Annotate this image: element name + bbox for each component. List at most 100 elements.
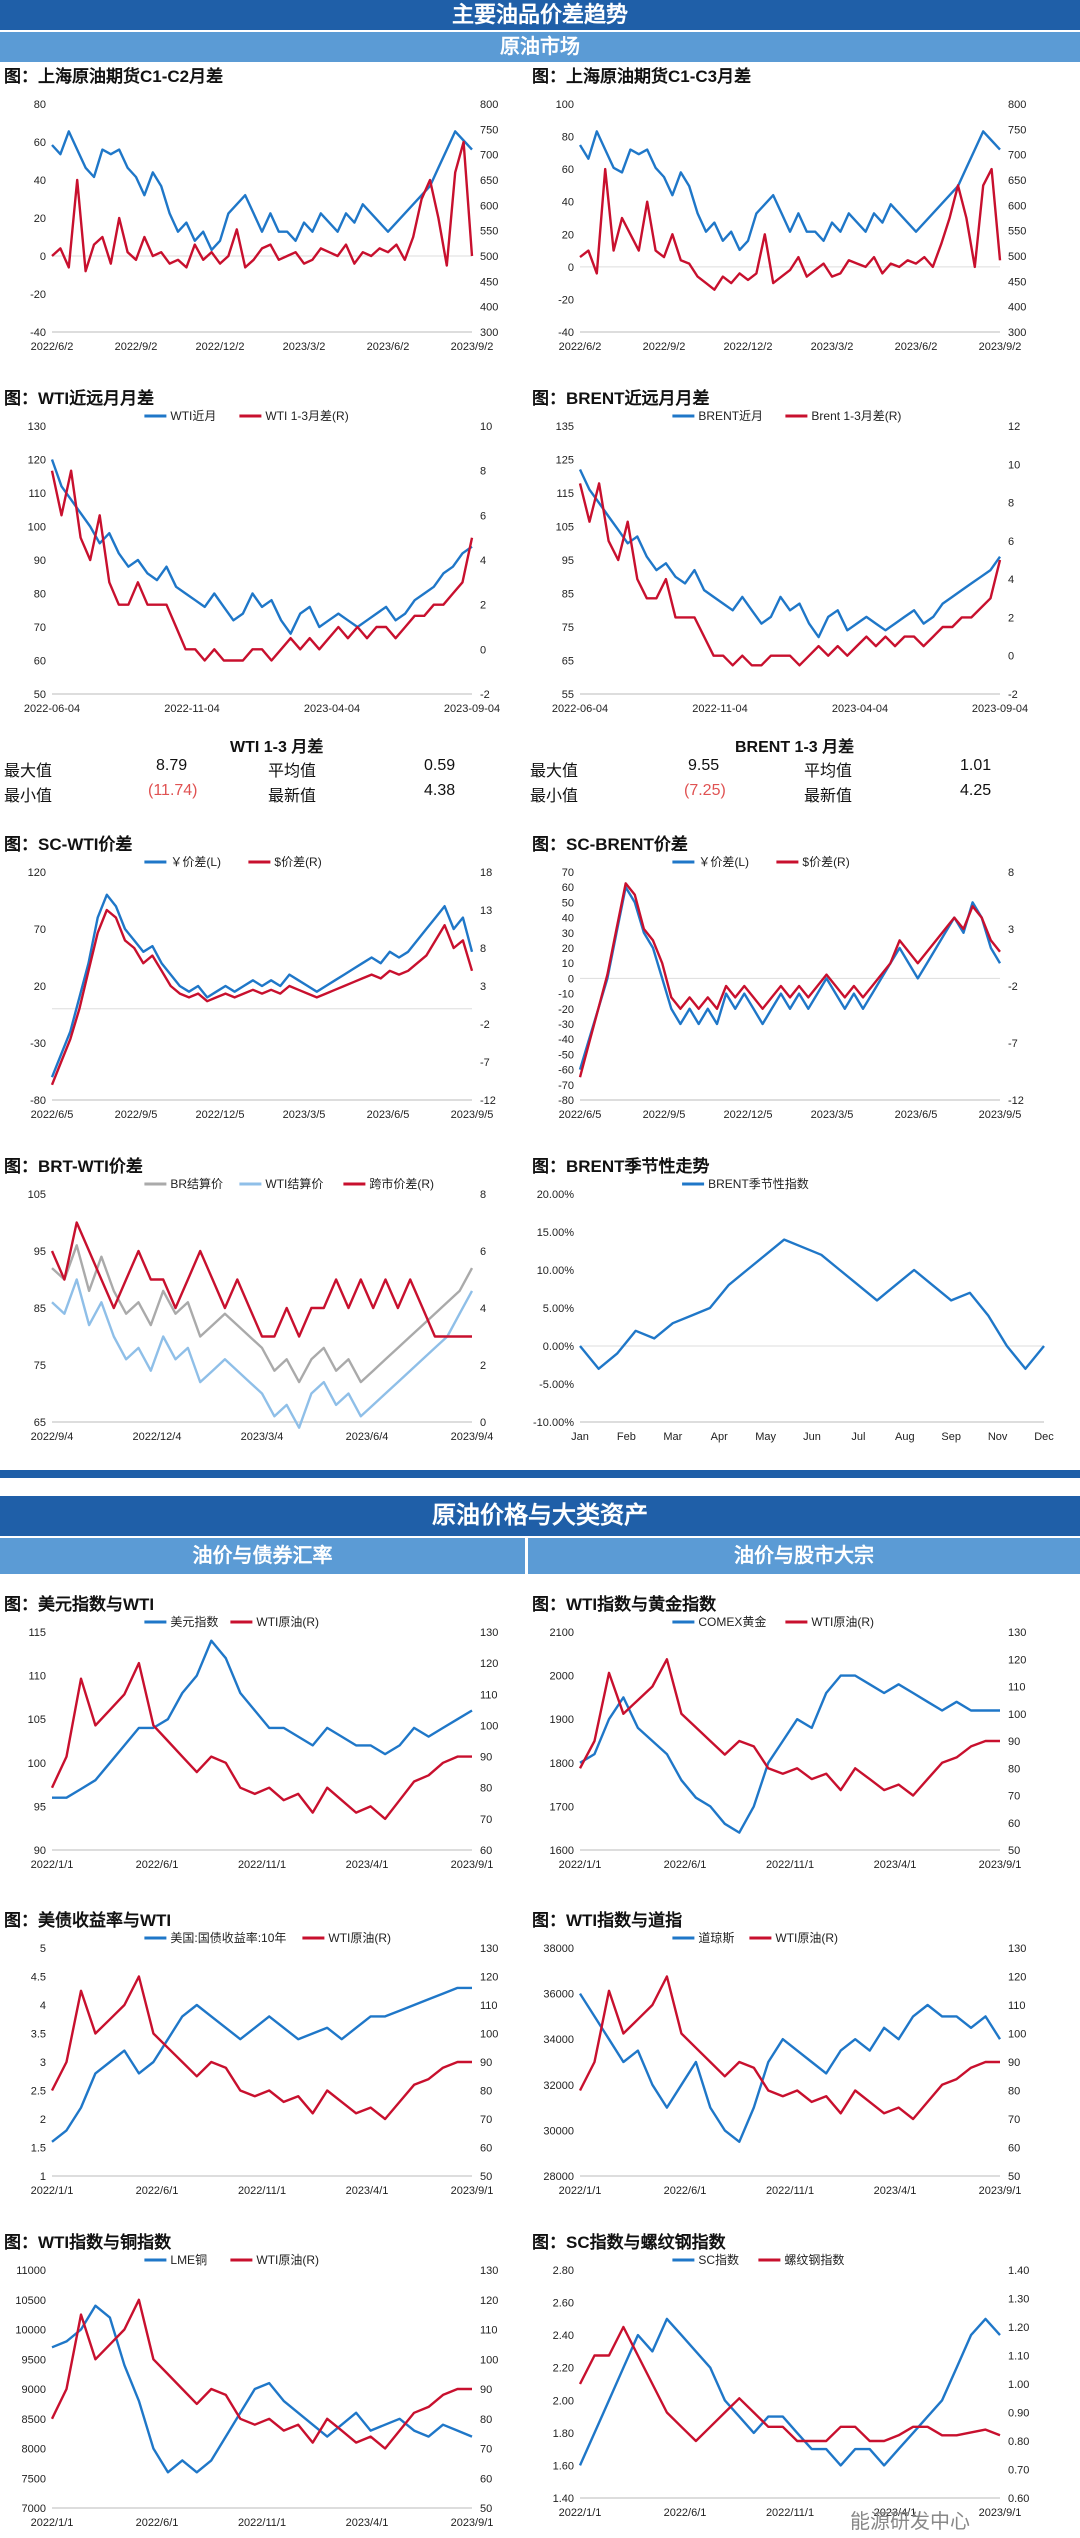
x-tick-label: 2022/11/1 [766, 2507, 814, 2519]
series-line-1 [51, 140, 474, 273]
y-right-tick-label: 2 [480, 600, 486, 612]
y-right-tick-label: 18 [480, 867, 492, 879]
wti-stats-title: WTI 1-3 月差 [230, 739, 324, 756]
y-right-tick-label: 6 [480, 1246, 486, 1258]
legend-label: LME铜 [170, 2252, 207, 2267]
y-right-tick-label: 10 [1008, 459, 1020, 471]
x-tick-label: 2022/11/1 [238, 1859, 286, 1871]
y-tick-label: 4.5 [31, 1972, 46, 1984]
y-right-tick-label: 0.90 [1008, 2408, 1029, 2420]
y-right-tick-label: 400 [1008, 302, 1026, 314]
y-tick-label: 75 [34, 1360, 46, 1372]
y-tick-label: -80 [30, 1095, 46, 1107]
y-tick-label: 50 [34, 689, 46, 701]
chart-svg: 50 60 70 80 90 100 110 120 130 -2 0 2 4 6 8 10 2022-06-0… [24, 409, 500, 715]
x-tick-label: 2023/9/1 [451, 2185, 494, 2197]
y-right-tick-label: 70 [1008, 2114, 1020, 2126]
brent-latest-label: 最新值 [804, 788, 853, 805]
y-right-tick-label: 650 [1008, 175, 1026, 187]
chart-c8: -10.00% -5.00% 0.00% 5.00% 10.00% 15.00% 20.00… [528, 1174, 1058, 1452]
y-tick-label: 80 [562, 132, 574, 144]
y-tick-label: 70 [34, 924, 46, 936]
y-tick-label: 50 [562, 897, 574, 909]
x-tick-label: 2022/1/1 [559, 2185, 602, 2197]
legend-label: 道琼斯 [698, 1930, 734, 1945]
y-tick-label: 120 [28, 867, 46, 879]
y-tick-label: -5.00% [539, 1379, 574, 1391]
x-tick-label: 2022/12/2 [724, 341, 773, 353]
y-tick-label: 60 [34, 137, 46, 149]
y-tick-label: 9500 [22, 2354, 46, 2366]
series-line-1 [50, 1975, 472, 2121]
series-line-0 [52, 1639, 473, 1799]
y-right-tick-label: 70 [1008, 1791, 1020, 1803]
x-tick-label: 2022/9/5 [643, 1109, 686, 1121]
x-tick-label: 2022/12/4 [133, 1431, 182, 1443]
y-right-tick-label: 6 [480, 510, 486, 522]
y-tick-label: 110 [28, 488, 46, 500]
chart-svg: 1600 1700 1800 1900 2000 2100 50 60 70 80 90 100 110… [550, 1614, 1027, 1871]
series-line-1 [578, 482, 1002, 667]
x-tick-label: 2023/9/4 [451, 1431, 494, 1443]
x-tick-label: 2022/12/2 [196, 341, 245, 353]
y-right-tick-label: -2 [480, 689, 490, 701]
y-tick-label: 40 [562, 197, 574, 209]
chart-svg: 1 1.5 2 2.5 3 3.5 4 4.5 5 50 60 70 80 90 100 110 120 130 2… [31, 1930, 499, 2197]
legend-label: ￥价差(L) [170, 855, 221, 869]
y-right-tick-label: 100 [480, 2354, 498, 2366]
chart-svg: -80 -70 -60 -50 -40 -30 -20 -10 0 10 20 30 40 50 60 70 -… [558, 855, 1024, 1121]
y-right-tick-label: 550 [480, 226, 498, 238]
x-tick-label: 2022/9/2 [115, 341, 158, 353]
x-tick-label: 2023-09-04 [972, 703, 1028, 715]
y-right-tick-label: 70 [480, 2444, 492, 2456]
legend-label: WTI近月 [170, 409, 216, 423]
legend-label: WTI结算价 [265, 1176, 323, 1191]
legend-label: $价差(R) [274, 855, 321, 869]
y-tick-label: 0 [568, 262, 574, 274]
x-tick-label: 2022/1/1 [559, 1859, 602, 1871]
y-right-tick-label: 130 [480, 2265, 498, 2277]
y-tick-label: 80 [34, 589, 46, 601]
chart-c14: 1.40 1.60 1.80 2.00 2.20 2.40 2.60 2.80 0.60 0.70… [528, 2250, 1058, 2528]
y-tick-label: -70 [558, 1080, 574, 1092]
y-right-tick-label: -2 [1008, 981, 1018, 993]
x-tick-label: Apr [711, 1431, 728, 1443]
legend-label: BRENT近月 [698, 409, 763, 423]
series-line-0 [51, 1986, 472, 2143]
series-line-0 [50, 459, 473, 635]
y-tick-label: 20 [562, 943, 574, 955]
y-tick-label: 34000 [543, 2034, 574, 2046]
series-line-1 [50, 1661, 472, 1821]
chart-title: 图：上海原油期货C1-C2月差 [4, 67, 224, 86]
series-line-0 [579, 1238, 1045, 1371]
chart-svg: 1.40 1.60 1.80 2.00 2.20 2.40 2.60 2.80 0.60 0.70… [553, 2252, 1030, 2519]
legend-label: 跨市价差(R) [369, 1176, 434, 1191]
legend-label: WTI原油(R) [811, 1615, 874, 1629]
x-tick-label: 2023/9/5 [451, 1109, 494, 1121]
y-right-tick-label: 100 [480, 2029, 498, 2041]
y-right-tick-label: 110 [480, 2325, 498, 2337]
x-tick-label: Dec [1034, 1431, 1054, 1443]
y-right-tick-label: 300 [1008, 327, 1026, 339]
y-tick-label: 11000 [16, 2265, 46, 2277]
y-tick-label: 5 [40, 1943, 46, 1955]
y-right-tick-label: 8 [480, 1189, 486, 1201]
chart-c11: 1 1.5 2 2.5 3 3.5 4 4.5 5 50 60 70 80 90 100 110 120 130 2… [0, 1928, 530, 2206]
y-right-tick-label: 0.80 [1008, 2436, 1029, 2448]
y-tick-label: 2.60 [553, 2298, 574, 2310]
x-tick-label: 2023/4/1 [874, 2185, 917, 2197]
y-right-tick-label: 1.00 [1008, 2379, 1029, 2391]
y-tick-label: 32000 [543, 2080, 574, 2092]
brent-avg-label: 平均值 [804, 763, 853, 780]
x-tick-label: 2022/11/1 [238, 2517, 286, 2529]
series-line-0 [578, 468, 1001, 639]
y-tick-label: 1.40 [553, 2493, 574, 2505]
chart-c6: -80 -70 -60 -50 -40 -30 -20 -10 0 10 20 30 40 50 60 70 -… [528, 852, 1058, 1130]
y-tick-label: 100 [28, 1758, 46, 1770]
legend-label: ￥价差(L) [698, 855, 749, 869]
chart-title: 图：WTI指数与黄金指数 [532, 1595, 717, 1614]
y-tick-label: 95 [34, 1246, 46, 1258]
y-tick-label: 105 [28, 1714, 46, 1726]
y-right-tick-label: 110 [480, 1689, 498, 1701]
x-tick-label: 2022/6/1 [664, 1859, 707, 1871]
